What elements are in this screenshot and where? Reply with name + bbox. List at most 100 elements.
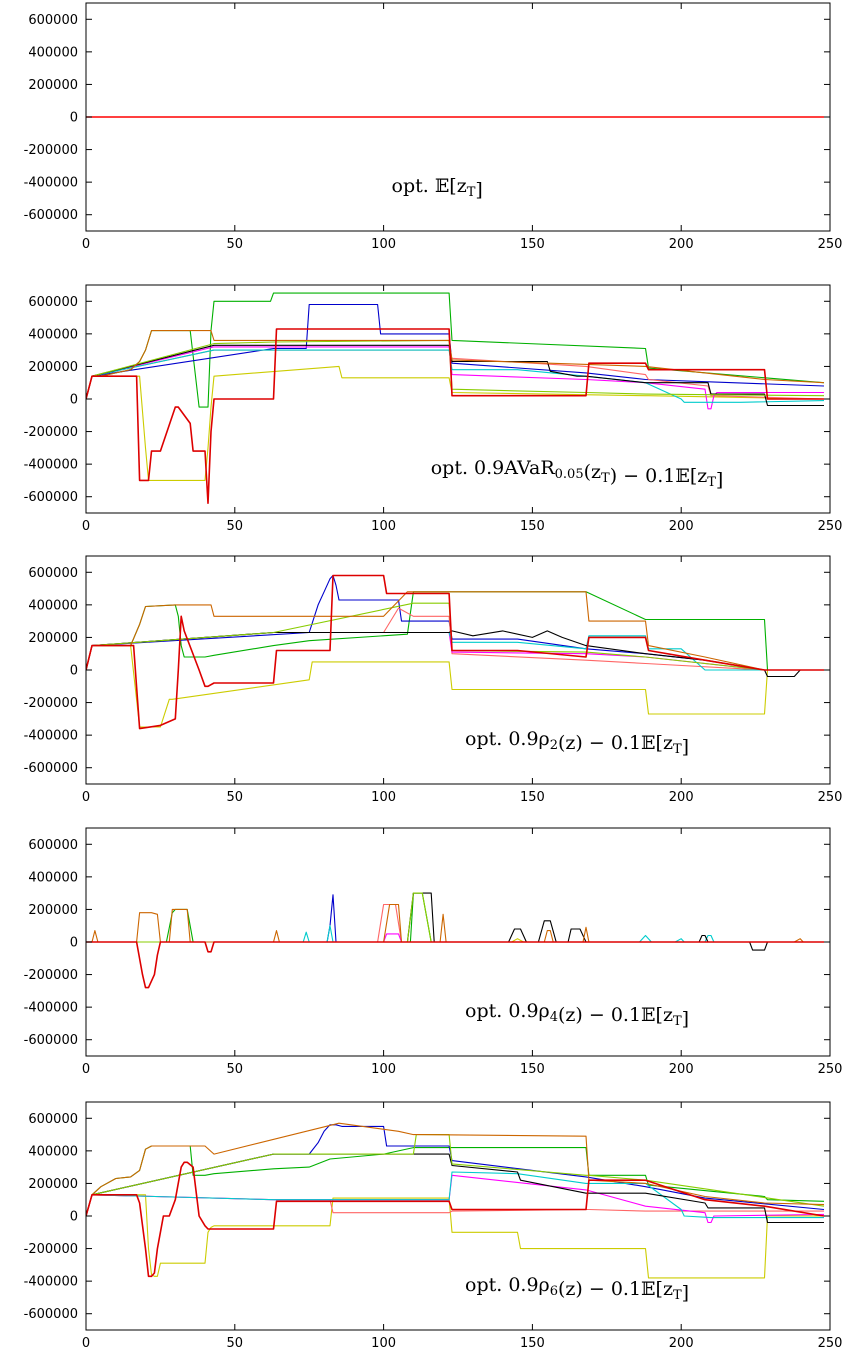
x-tick-label: 200 xyxy=(669,519,694,534)
chart-annotation: opt. 0.9ρ2(z) − 0.1𝔼[zT] xyxy=(465,728,689,758)
y-tick-label: 600000 xyxy=(28,13,78,28)
series-line-10 xyxy=(86,1161,825,1278)
y-tick-label: -400000 xyxy=(24,1275,78,1290)
y-tick-label: 400000 xyxy=(28,45,78,60)
series-line-8 xyxy=(86,892,824,943)
y-tick-label: -600000 xyxy=(24,1307,78,1322)
y-tick-label: -200000 xyxy=(24,1242,78,1257)
series-line-1 xyxy=(86,1145,825,1217)
y-tick-label: -600000 xyxy=(24,761,78,776)
x-tick-label: 250 xyxy=(818,237,842,252)
y-tick-label: 200000 xyxy=(28,903,78,918)
x-tick-label: 50 xyxy=(227,1336,244,1351)
x-tick-label: 0 xyxy=(82,237,90,252)
y-tick-label: -400000 xyxy=(24,729,78,744)
y-tick-label: -600000 xyxy=(24,490,78,505)
x-tick-label: 100 xyxy=(371,237,396,252)
y-tick-label: 200000 xyxy=(28,631,78,646)
y-tick-label: -200000 xyxy=(24,425,78,440)
x-tick-label: 150 xyxy=(520,237,545,252)
y-tick-label: 600000 xyxy=(28,295,78,310)
x-tick-label: 250 xyxy=(818,519,842,534)
y-tick-label: 200000 xyxy=(28,360,78,375)
y-tick-label: 0 xyxy=(70,393,78,408)
x-tick-label: 0 xyxy=(82,519,90,534)
x-tick-label: 150 xyxy=(520,1336,545,1351)
series-line-2 xyxy=(86,894,824,943)
x-tick-label: 150 xyxy=(520,1062,545,1077)
y-tick-label: 400000 xyxy=(28,598,78,613)
series-line-9 xyxy=(86,1122,825,1217)
x-tick-label: 100 xyxy=(371,1336,396,1351)
y-tick-label: -600000 xyxy=(24,208,78,223)
series-line-10 xyxy=(86,941,824,989)
y-tick-label: 0 xyxy=(70,664,78,679)
y-tick-label: 400000 xyxy=(28,1144,78,1159)
series-line-7 xyxy=(86,344,824,407)
x-tick-label: 0 xyxy=(82,1062,90,1077)
x-tick-label: 100 xyxy=(371,790,396,805)
x-tick-label: 50 xyxy=(227,790,244,805)
x-tick-label: 200 xyxy=(669,790,694,805)
series-group xyxy=(86,574,824,730)
series-line-9 xyxy=(86,591,824,671)
y-tick-label: -600000 xyxy=(24,1033,78,1048)
y-tick-label: -200000 xyxy=(24,143,78,158)
x-tick-label: 100 xyxy=(371,519,396,534)
y-tick-label: -200000 xyxy=(24,968,78,983)
series-line-4 xyxy=(86,903,824,943)
y-tick-label: -200000 xyxy=(24,696,78,711)
series-line-3 xyxy=(86,1194,824,1279)
x-tick-label: 0 xyxy=(82,790,90,805)
x-tick-label: 150 xyxy=(520,790,545,805)
chart-panel-3: -600000 -400000 -200000 0 200000 400000 600000… xyxy=(24,555,842,805)
chart-annotation: opt. 0.9ρ4(z) − 0.1𝔼[zT] xyxy=(465,1000,689,1030)
series-line-5 xyxy=(86,346,824,410)
y-tick-label: 0 xyxy=(70,111,78,126)
series-line-9 xyxy=(86,903,824,943)
series-line-9 xyxy=(86,330,825,400)
y-tick-label: -400000 xyxy=(24,176,78,191)
chart-panel-5: -600000 -400000 -200000 0 200000 400000 600000… xyxy=(24,1101,842,1351)
y-tick-label: -400000 xyxy=(24,1001,78,1016)
y-tick-label: 0 xyxy=(70,936,78,951)
series-line-2 xyxy=(86,1124,825,1217)
series-line-10 xyxy=(86,328,824,505)
x-tick-label: 200 xyxy=(669,1336,694,1351)
chart-annotation: opt. 0.9ρ6(z) − 0.1𝔼[zT] xyxy=(465,1274,689,1304)
chart-panel-2: -600000 -400000 -200000 0 200000 400000 600000… xyxy=(24,284,842,534)
series-group xyxy=(86,1122,825,1279)
x-tick-label: 50 xyxy=(227,519,244,534)
y-tick-label: -400000 xyxy=(24,458,78,473)
y-tick-label: 0 xyxy=(70,1210,78,1225)
y-tick-label: 600000 xyxy=(28,838,78,853)
x-tick-label: 200 xyxy=(669,1062,694,1077)
y-tick-label: 600000 xyxy=(28,566,78,581)
y-tick-label: 200000 xyxy=(28,78,78,93)
y-tick-label: 400000 xyxy=(28,327,78,342)
series-line-3 xyxy=(86,365,825,481)
x-tick-label: 250 xyxy=(818,790,842,805)
x-tick-label: 200 xyxy=(669,237,694,252)
x-tick-label: 50 xyxy=(227,237,244,252)
x-tick-label: 0 xyxy=(82,1336,90,1351)
series-line-6 xyxy=(86,1171,824,1219)
y-tick-label: 200000 xyxy=(28,1177,78,1192)
x-tick-label: 50 xyxy=(227,1062,244,1077)
series-line-2 xyxy=(86,574,824,671)
y-tick-label: 400000 xyxy=(28,870,78,885)
series-line-10 xyxy=(86,574,824,730)
x-tick-label: 250 xyxy=(818,1336,842,1351)
series-line-8 xyxy=(86,602,824,671)
series-line-2 xyxy=(86,303,825,400)
series-line-3 xyxy=(86,645,824,728)
series-line-1 xyxy=(86,892,824,943)
x-tick-label: 250 xyxy=(818,1062,842,1077)
series-group xyxy=(86,892,824,989)
x-tick-label: 100 xyxy=(371,1062,396,1077)
series-line-7 xyxy=(86,630,824,678)
chart-panel-4: -600000 -400000 -200000 0 200000 400000 600000… xyxy=(24,827,842,1077)
series-line-6 xyxy=(86,349,825,403)
series-group xyxy=(86,292,825,505)
